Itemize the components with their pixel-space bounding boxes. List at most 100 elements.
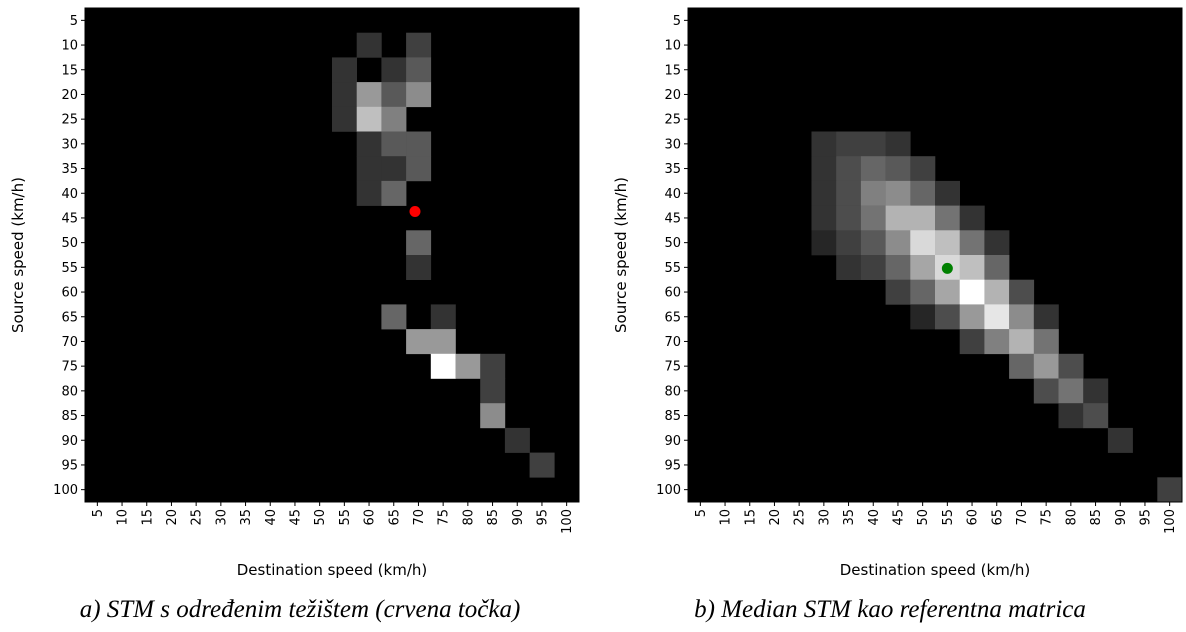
heatmap-cell bbox=[1033, 304, 1059, 330]
heatmap-cell bbox=[836, 230, 862, 256]
heatmap-cell bbox=[811, 156, 837, 182]
x-tick-label: 40 bbox=[867, 509, 882, 526]
heatmap-cell bbox=[430, 353, 456, 379]
y-tick-label: 95 bbox=[61, 458, 78, 473]
x-tick-label: 85 bbox=[1089, 509, 1104, 526]
y-tick-label: 40 bbox=[61, 187, 78, 202]
y-tick-label: 10 bbox=[61, 39, 78, 54]
heatmap-cell bbox=[885, 279, 911, 305]
heatmap-cell bbox=[381, 180, 407, 206]
heatmap-cell bbox=[860, 156, 886, 182]
x-tick-label: 5 bbox=[91, 509, 106, 517]
heatmap-cell bbox=[885, 180, 911, 206]
heatmap-cell bbox=[910, 180, 936, 206]
x-tick-label: 75 bbox=[437, 509, 452, 526]
x-tick-label: 50 bbox=[313, 509, 328, 526]
x-tick-label: 40 bbox=[264, 509, 279, 526]
y-tick-label: 10 bbox=[664, 39, 681, 54]
y-tick-label: 70 bbox=[61, 335, 78, 350]
y-tick-label: 25 bbox=[61, 113, 78, 128]
x-tick-label: 70 bbox=[1015, 509, 1030, 526]
x-tick-label: 100 bbox=[560, 509, 575, 534]
heatmap-cell bbox=[860, 255, 886, 280]
heatmap-cell bbox=[885, 131, 911, 157]
y-tick-label: 100 bbox=[53, 483, 78, 498]
x-tick-label: 25 bbox=[190, 509, 205, 526]
y-tick-label: 95 bbox=[664, 458, 681, 473]
heatmap-cell bbox=[430, 304, 456, 330]
y-tick-label: 35 bbox=[61, 162, 78, 177]
heatmap-cell bbox=[356, 82, 382, 108]
heatmap-cell bbox=[406, 156, 432, 182]
x-tick-label: 45 bbox=[891, 509, 906, 526]
heatmap-cell bbox=[1009, 304, 1035, 330]
heatmap-cell bbox=[529, 452, 555, 478]
y-tick-label: 55 bbox=[664, 261, 681, 276]
y-tick-label: 90 bbox=[664, 434, 681, 449]
x-tick-label: 95 bbox=[535, 509, 550, 526]
x-tick-label: 50 bbox=[916, 509, 931, 526]
y-tick-label: 40 bbox=[664, 187, 681, 202]
heatmap-cell bbox=[811, 230, 837, 256]
heatmap-cell bbox=[1058, 378, 1084, 404]
x-tick-label: 95 bbox=[1138, 509, 1153, 526]
heatmap-cell bbox=[910, 205, 936, 231]
heatmap-cell bbox=[1033, 353, 1059, 379]
heatmap-cell bbox=[356, 180, 382, 206]
heatmap-cell bbox=[406, 329, 432, 355]
y-tick-label: 60 bbox=[61, 286, 78, 301]
x-axis-label: Destination speed (km/h) bbox=[840, 561, 1031, 579]
heatmap-cell bbox=[1009, 353, 1035, 379]
heatmap-cell bbox=[910, 255, 936, 280]
x-tick-label: 80 bbox=[1064, 509, 1079, 526]
heatmap-cell bbox=[356, 106, 382, 132]
x-tick-label: 55 bbox=[338, 509, 353, 526]
heatmap-cell bbox=[480, 378, 506, 404]
y-tick-label: 45 bbox=[664, 211, 681, 226]
heatmap-cell bbox=[935, 230, 960, 256]
heatmap-cell bbox=[1157, 477, 1183, 503]
heatmap-cell bbox=[406, 57, 432, 83]
heatmap-cell bbox=[381, 304, 407, 330]
heatmap-cell bbox=[860, 205, 886, 231]
heatmap-cell bbox=[811, 180, 837, 206]
x-tick-label: 65 bbox=[990, 509, 1005, 526]
y-tick-label: 75 bbox=[61, 360, 78, 375]
heatmap-cell bbox=[836, 156, 862, 182]
heatmap-cell bbox=[959, 255, 985, 280]
y-tick-label: 20 bbox=[664, 88, 681, 103]
y-tick-label: 100 bbox=[656, 483, 681, 498]
heatmap-cell bbox=[356, 131, 382, 157]
y-axis-label: Source speed (km/h) bbox=[9, 177, 27, 333]
y-tick-label: 50 bbox=[61, 236, 78, 251]
y-tick-label: 85 bbox=[664, 409, 681, 424]
y-tick-label: 85 bbox=[61, 409, 78, 424]
heatmap-cell bbox=[1009, 329, 1035, 355]
heatmap-cell bbox=[1083, 403, 1109, 429]
heatmap-cell bbox=[1009, 279, 1035, 305]
x-tick-label: 60 bbox=[363, 509, 378, 526]
heatmap-cell bbox=[935, 180, 960, 206]
heatmap-cell bbox=[935, 304, 960, 330]
heatmap-cell bbox=[860, 230, 886, 256]
x-tick-label: 65 bbox=[387, 509, 402, 526]
heatmap-cell bbox=[381, 156, 407, 182]
heatmap-cell bbox=[910, 230, 936, 256]
y-tick-label: 75 bbox=[664, 360, 681, 375]
y-tick-label: 70 bbox=[664, 335, 681, 350]
heatmap-cell bbox=[959, 329, 985, 355]
heatmap-cell bbox=[381, 82, 407, 108]
x-tick-label: 45 bbox=[288, 509, 303, 526]
heatmap-cell bbox=[381, 57, 407, 83]
y-tick-label: 15 bbox=[664, 63, 681, 78]
x-tick-label: 60 bbox=[966, 509, 981, 526]
x-tick-label: 35 bbox=[842, 509, 857, 526]
y-tick-label: 65 bbox=[61, 310, 78, 325]
heatmap-cell bbox=[984, 304, 1010, 330]
x-tick-label: 35 bbox=[239, 509, 254, 526]
heatmap-cell bbox=[984, 279, 1010, 305]
caption-a: a) STM s određenim težištem (crvena točk… bbox=[80, 596, 521, 623]
heatmap-cell bbox=[504, 427, 530, 453]
y-tick-label: 55 bbox=[61, 261, 78, 276]
